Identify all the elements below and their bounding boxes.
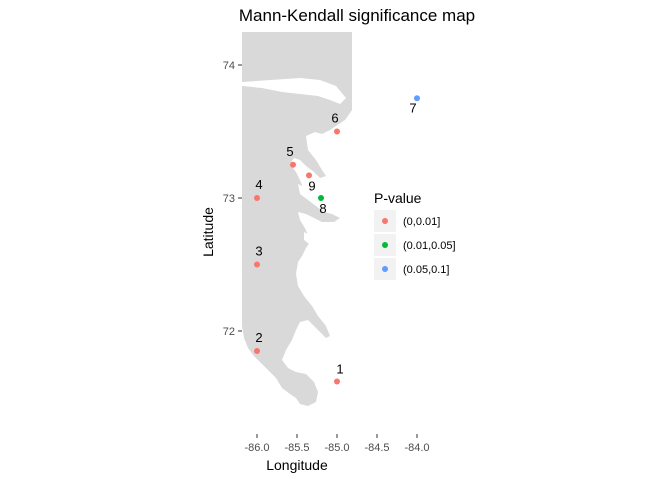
- site-point: [290, 161, 296, 168]
- legend-item-label: (0.05,0.1]: [403, 264, 449, 276]
- site-label: 9: [308, 178, 315, 193]
- x-tick-label: -85.5: [284, 442, 309, 454]
- legend-key-dot: [382, 218, 388, 224]
- plot-panel: [242, 32, 352, 406]
- inlet-north: [242, 78, 346, 104]
- site-label: 6: [331, 111, 338, 126]
- site-point: [414, 95, 420, 102]
- x-axis-title: Longitude: [266, 457, 328, 473]
- y-tick-label: 74: [223, 60, 235, 72]
- site-label: 8: [319, 201, 326, 216]
- y-axis-title: Latitude: [200, 207, 216, 257]
- legend-key-dot: [382, 266, 388, 272]
- site-point: [254, 347, 260, 354]
- legend: P-value (0,0.01] (0.01,0.05] (0.05,0.1]: [374, 190, 456, 280]
- x-axis: -86.0 -85.5 -85.0 -84.5 -84.0: [244, 434, 430, 454]
- site-label: 7: [409, 100, 416, 115]
- legend-title: P-value: [374, 190, 422, 206]
- x-tick-label: -84.5: [364, 442, 389, 454]
- site-point: [254, 261, 260, 268]
- site-point: [334, 128, 340, 135]
- land-mass: [242, 32, 352, 406]
- plot-title: Mann-Kendall significance map: [239, 6, 475, 25]
- inlet-south: [304, 232, 336, 248]
- site-label: 4: [255, 177, 262, 192]
- y-tick-label: 73: [223, 193, 235, 205]
- y-tick-label: 72: [223, 326, 235, 338]
- site-label: 3: [255, 244, 262, 259]
- site-label: 5: [286, 144, 293, 159]
- site-label: 2: [255, 330, 262, 345]
- legend-key-dot: [382, 242, 388, 248]
- site-point: [306, 172, 312, 179]
- site-label: 1: [336, 362, 343, 377]
- site-point: [318, 195, 324, 201]
- site-point: [334, 378, 340, 385]
- sites-layer: 1 2 3 4 5 6 7 89: [254, 95, 420, 385]
- y-axis: 72 73 74: [223, 60, 242, 338]
- legend-item-label: (0,0.01]: [403, 216, 440, 228]
- legend-item-label: (0.01,0.05]: [403, 240, 456, 252]
- inlet-middle: [298, 184, 346, 206]
- x-tick-label: -86.0: [244, 442, 269, 454]
- site-point: [254, 195, 260, 201]
- x-tick-label: -84.0: [404, 442, 429, 454]
- x-tick-label: -85.0: [324, 442, 349, 454]
